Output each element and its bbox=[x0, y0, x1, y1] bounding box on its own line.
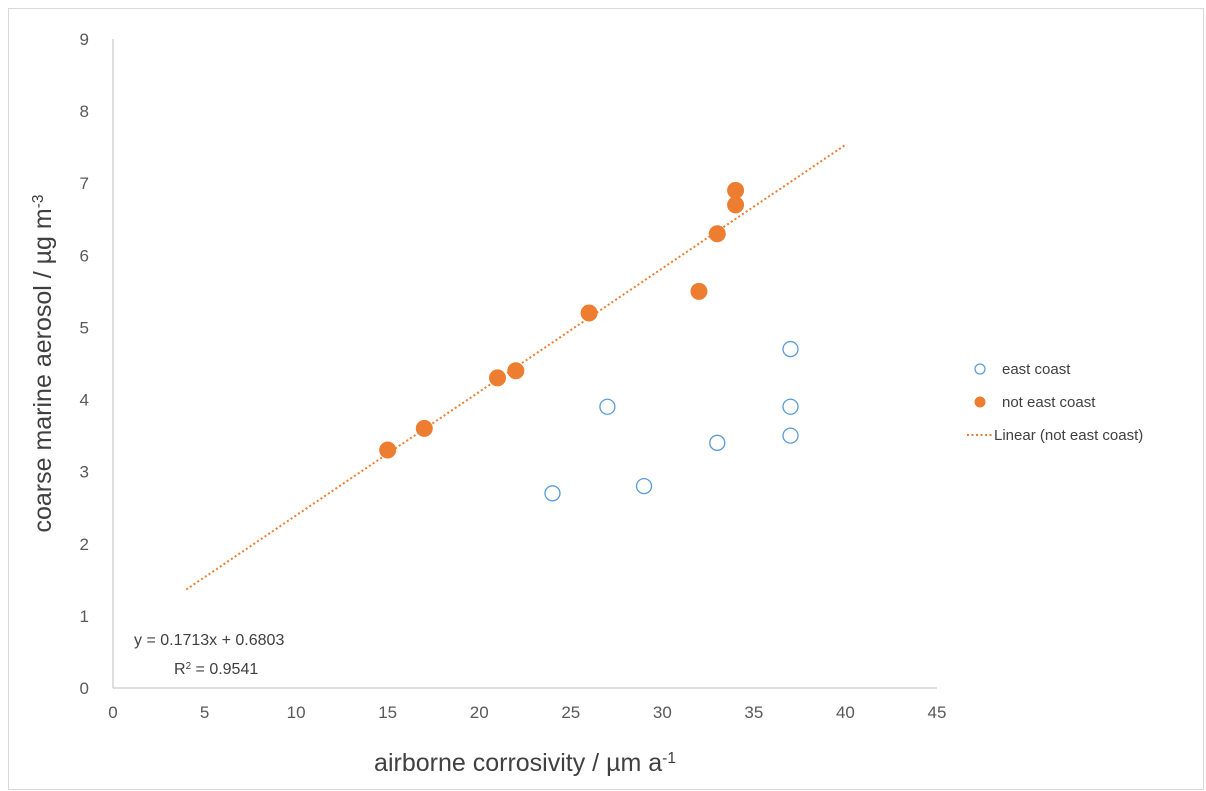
r-squared-sup: 2 bbox=[186, 661, 192, 672]
data-point bbox=[379, 441, 397, 459]
legend-item-trendline: Linear (not east coast) bbox=[967, 427, 1143, 444]
x-tick-label: 45 bbox=[928, 703, 947, 722]
y-tick-label: 8 bbox=[80, 102, 89, 121]
y-axis-title-sup: -3 bbox=[30, 194, 47, 208]
x-axis-title-sup: -1 bbox=[662, 750, 676, 767]
x-tick-label: 40 bbox=[836, 703, 855, 722]
y-tick-label: 9 bbox=[80, 30, 89, 49]
r-squared-value: = 0.9541 bbox=[191, 661, 258, 678]
x-tick-label: 35 bbox=[744, 703, 763, 722]
x-axis-ticks: 0 5 10 15 20 25 30 35 40 45 bbox=[108, 703, 946, 722]
x-axis-title: airborne corrosivity / µm a-1 bbox=[374, 749, 676, 777]
x-tick-label: 5 bbox=[200, 703, 209, 722]
r-squared-text: R2 = 0.9541 bbox=[174, 661, 258, 679]
axes bbox=[112, 39, 937, 689]
y-tick-label: 7 bbox=[80, 174, 89, 193]
legend-item-not-east-coast: not east coast bbox=[974, 394, 1096, 411]
legend-marker-filled-circle bbox=[974, 396, 986, 408]
data-point bbox=[782, 398, 799, 415]
axis-titles: airborne corrosivity / µm a-1 coarse mari… bbox=[29, 194, 676, 777]
x-tick-label: 10 bbox=[287, 703, 306, 722]
y-tick-label: 3 bbox=[80, 463, 89, 482]
legend-label: not east coast bbox=[1002, 394, 1096, 411]
data-point bbox=[635, 477, 653, 495]
trendline-equation: y = 0.1713x + 0.6803 R2 = 0.9541 bbox=[134, 632, 284, 678]
x-tick-label: 30 bbox=[653, 703, 672, 722]
data-point bbox=[599, 398, 616, 415]
legend: east coast not east coast Linear (not east… bbox=[967, 361, 1143, 444]
data-point bbox=[544, 485, 561, 502]
legend-label: Linear (not east coast) bbox=[994, 427, 1143, 444]
data-point bbox=[690, 282, 708, 300]
x-tick-label: 20 bbox=[470, 703, 489, 722]
data-point bbox=[708, 225, 726, 243]
legend-marker-open-circle bbox=[974, 363, 986, 375]
data-point bbox=[727, 196, 745, 214]
legend-item-east-coast: east coast bbox=[974, 361, 1071, 378]
data-points bbox=[379, 181, 799, 502]
series-not-east-coast bbox=[379, 181, 745, 459]
r-squared-label: R bbox=[174, 661, 186, 678]
y-tick-label: 6 bbox=[80, 246, 89, 265]
data-point bbox=[507, 362, 525, 380]
data-point bbox=[580, 304, 598, 322]
y-tick-label: 0 bbox=[80, 679, 89, 698]
y-tick-label: 1 bbox=[80, 607, 89, 626]
trendline-equation-text: y = 0.1713x + 0.6803 bbox=[134, 632, 284, 649]
y-axis-ticks: 0 1 2 3 4 5 6 7 8 9 bbox=[80, 30, 89, 698]
data-point bbox=[727, 181, 745, 199]
data-point bbox=[782, 427, 799, 444]
x-tick-label: 0 bbox=[108, 703, 117, 722]
data-point bbox=[709, 434, 726, 451]
legend-label: east coast bbox=[1002, 361, 1071, 378]
data-point bbox=[415, 419, 433, 437]
y-tick-label: 4 bbox=[80, 391, 89, 410]
data-point bbox=[782, 340, 799, 358]
y-axis-title: coarse marine aerosol / µg m-3 bbox=[29, 194, 57, 532]
x-axis-title-main: airborne corrosivity / µm a bbox=[374, 749, 662, 777]
x-tick-label: 25 bbox=[561, 703, 580, 722]
y-tick-label: 5 bbox=[80, 318, 89, 337]
y-tick-label: 2 bbox=[80, 535, 89, 554]
data-point bbox=[489, 369, 507, 387]
series-east-coast bbox=[544, 340, 799, 502]
y-axis-title-main: coarse marine aerosol / µg m bbox=[29, 208, 57, 532]
x-tick-label: 15 bbox=[378, 703, 397, 722]
